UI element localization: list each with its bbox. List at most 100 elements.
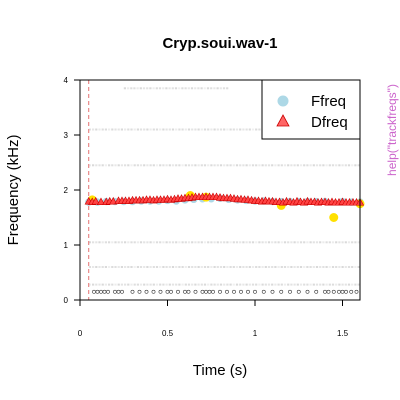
spectrogram-speck (258, 283, 261, 286)
spectrogram-speck (120, 241, 123, 244)
spectrogram-speck (130, 283, 133, 286)
spectrogram-speck (165, 164, 168, 167)
spectrogram-speck (191, 241, 194, 244)
spectrogram-speck (203, 283, 207, 286)
spectrogram-speck (184, 87, 187, 90)
spectrogram-speck (216, 87, 219, 90)
spectrogram-speck (354, 283, 357, 286)
spectrogram-speck (136, 164, 139, 167)
spectrogram-speck (178, 241, 181, 244)
spectrogram-speck (312, 241, 315, 244)
spectrogram-speck (200, 266, 203, 268)
legend-marker-ffreq (277, 95, 289, 107)
spectrogram-speck (171, 266, 175, 268)
spectrogram-speck (117, 266, 120, 268)
spectrogram-speck (136, 128, 139, 131)
spectrogram-speck (162, 87, 165, 90)
spectrogram-speck (165, 241, 168, 244)
spectrogram-speck (306, 283, 309, 286)
spectrogram-speck (306, 241, 309, 244)
spectrogram-speck (287, 266, 290, 268)
spectrogram-speck (261, 241, 264, 244)
baseline-point (218, 289, 222, 294)
spectrogram-speck (255, 283, 258, 286)
spectrogram-speck (124, 164, 127, 167)
spectrogram-speck (210, 128, 213, 131)
spectrogram-speck (165, 87, 168, 90)
spectrogram-speck (130, 128, 133, 131)
spectrogram-speck (127, 164, 130, 167)
spectrogram-speck (149, 283, 152, 286)
spectrogram-speck (290, 266, 293, 268)
spectrogram-speck (120, 128, 123, 131)
spectrogram-speck (248, 128, 251, 131)
spectrogram-speck (111, 164, 114, 167)
baseline-point (261, 289, 266, 294)
spectrogram-speck (139, 164, 143, 167)
spectrogram-speck (194, 87, 197, 90)
spectrogram-speck (175, 266, 178, 268)
spectrogram-speck (175, 164, 178, 167)
spectrogram-speck (127, 128, 130, 131)
spectrogram-speck (101, 266, 104, 268)
spectrogram-speck (168, 266, 171, 268)
spectrogram-speck (111, 266, 114, 268)
spectrogram-speck (239, 164, 242, 167)
spectrogram-speck (155, 128, 159, 131)
highlight-point (329, 213, 339, 222)
spectrogram-speck (226, 87, 229, 90)
spectrogram-speck (267, 164, 271, 167)
spectrogram-speck (158, 87, 162, 90)
spectrogram-speck (133, 241, 136, 244)
legend-marker-dfreq (276, 114, 290, 127)
spectrogram-speck (181, 128, 184, 131)
spectrogram-speck (226, 283, 229, 286)
spectrogram-speck (124, 283, 127, 286)
spectrogram-speck (101, 128, 104, 131)
spectrogram-speck (335, 283, 338, 286)
baseline-point (144, 289, 149, 294)
spectrogram-speck (328, 283, 331, 286)
spectrogram-speck (197, 87, 200, 90)
spectrogram-speck (315, 164, 319, 167)
spectrogram-speck (299, 241, 303, 244)
spectrogram-speck (155, 164, 159, 167)
legend: Ffreq Dfreq (261, 79, 361, 140)
spectrogram-speck (277, 283, 280, 286)
spectrogram-speck (152, 241, 155, 244)
spectrogram-speck (111, 241, 114, 244)
spectrogram-speck (315, 266, 319, 268)
spectrogram-speck (123, 87, 126, 90)
spectrogram-speck (187, 87, 190, 90)
spectrogram-speck (347, 164, 351, 167)
spectrogram-speck (207, 241, 210, 244)
spectrogram-speck (171, 87, 174, 90)
spectrogram-speck (226, 164, 229, 167)
baseline-point (116, 289, 121, 294)
spectrogram-speck (219, 241, 223, 244)
spectrogram-speck (124, 241, 127, 244)
spectrogram-speck (213, 266, 216, 268)
spectrogram-speck (283, 283, 287, 286)
spectrogram-speck (223, 266, 226, 268)
spectrogram-speck (226, 241, 229, 244)
baseline-point (349, 289, 354, 294)
spectrogram-speck (108, 241, 111, 244)
y-axis-label: Frequency (kHz) (5, 135, 22, 246)
spectrogram-speck (127, 87, 130, 90)
spectrogram-speck (232, 128, 235, 131)
spectrogram-speck (181, 164, 184, 167)
spectrogram-speck (203, 164, 207, 167)
spectrogram-speck (229, 128, 232, 131)
spectrogram-speck (315, 283, 319, 286)
spectrogram-speck (357, 283, 360, 286)
spectrogram-speck (155, 241, 159, 244)
spectrogram-speck (280, 283, 283, 286)
baseline-point (193, 289, 198, 294)
spectrogram-speck (293, 283, 296, 286)
spectrogram-speck (104, 164, 107, 167)
spectrogram-speck (242, 241, 245, 244)
spectrogram-speck (181, 266, 184, 268)
spectrogram-speck (101, 164, 104, 167)
spectrogram-speck (120, 283, 123, 286)
